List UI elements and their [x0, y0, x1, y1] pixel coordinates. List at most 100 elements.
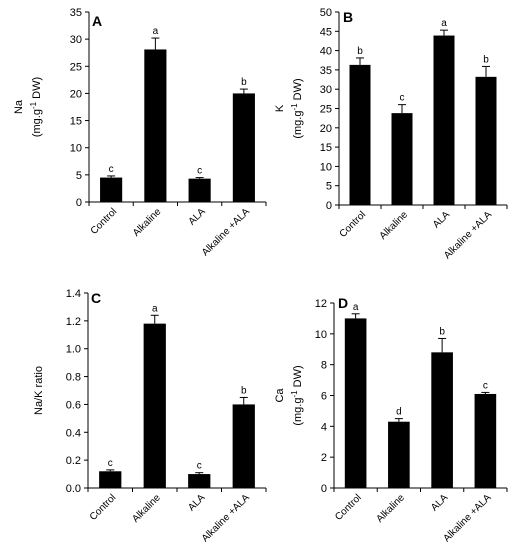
significance-letter: c	[400, 93, 405, 104]
chart-panel-c: 0.0 0.2 0.4 0.6 0.8 1.0 1.2 1.4 c Control a Alkalin…	[33, 288, 267, 544]
bar	[344, 318, 367, 488]
y-axis-unit-superscript: -1	[290, 390, 299, 398]
category-label: Alkaline	[130, 492, 163, 525]
significance-letter: b	[439, 326, 445, 337]
bar	[232, 404, 255, 488]
category-label: Alkaline	[378, 209, 411, 242]
y-axis-unit-end: DW)	[292, 365, 304, 390]
significance-letter: c	[197, 166, 202, 177]
bar	[349, 64, 371, 205]
y-tick-label: 8	[321, 360, 327, 372]
significance-letter: b	[483, 54, 489, 65]
bar	[100, 177, 123, 202]
bar	[388, 421, 410, 488]
y-tick-label: 25	[320, 104, 332, 116]
y-tick-label: 30	[320, 84, 332, 96]
y-tick-label: 0.8	[66, 372, 81, 384]
y-tick-label: 35	[70, 7, 82, 19]
y-tick-label: 5	[326, 181, 332, 193]
category-label: Control	[338, 209, 369, 240]
y-tick-label: 45	[320, 26, 332, 38]
y-tick-label: 30	[70, 34, 82, 46]
bar	[99, 471, 122, 488]
y-axis-label: Na	[13, 99, 25, 114]
bar	[188, 178, 211, 202]
y-tick-label: 1.0	[66, 344, 81, 356]
significance-letter: a	[353, 302, 359, 313]
bar	[188, 474, 211, 488]
y-tick-label: 15	[320, 142, 332, 154]
bar	[474, 393, 497, 488]
bar	[232, 93, 255, 202]
y-tick-label: 4	[321, 421, 327, 433]
category-label: Control	[88, 492, 119, 523]
bar	[391, 113, 413, 205]
panel-label: D	[338, 295, 348, 311]
y-tick-label: 0.6	[66, 399, 81, 411]
significance-letter: c	[108, 458, 113, 469]
category-label: Alkaline +ALA	[200, 492, 252, 544]
significance-letter: b	[241, 77, 247, 88]
y-axis-unit-superscript: -1	[290, 103, 299, 111]
bar	[144, 49, 167, 203]
significance-letter: b	[241, 385, 247, 396]
y-axis-unit-part: (mg.g	[292, 111, 304, 139]
significance-letter: c	[109, 164, 114, 175]
y-axis-label: Na/K ratio	[33, 366, 45, 415]
y-tick-label: 20	[70, 88, 82, 100]
y-axis-unit-label: (mg.g-1 DW)	[290, 365, 304, 425]
bar	[433, 35, 455, 205]
y-axis-unit-label: (mg.g-1 DW)	[29, 77, 43, 137]
y-tick-label: 0.2	[66, 455, 81, 467]
panel-label: A	[92, 13, 102, 29]
category-label: ALA	[186, 492, 207, 513]
y-tick-label: 5	[76, 170, 82, 182]
y-tick-label: 1.2	[66, 316, 81, 328]
chart-panel-a: 0 5 10 15 20 25 30 35 c Control a Alkaline c ALA b Alka…	[13, 7, 267, 258]
y-axis-unit-part: (mg.g	[292, 398, 304, 426]
bar	[431, 352, 453, 488]
significance-letter: d	[396, 407, 402, 418]
bar	[475, 76, 497, 206]
category-label: ALA	[187, 206, 208, 227]
y-tick-label: 6	[321, 391, 327, 403]
category-label: Control	[89, 206, 120, 237]
y-tick-label: 15	[70, 116, 82, 128]
y-tick-label: 50	[320, 7, 332, 19]
bar	[143, 323, 166, 488]
y-axis-unit-part: (mg.g	[31, 109, 43, 137]
y-axis-unit-end: DW)	[292, 78, 304, 103]
y-tick-label: 0.0	[66, 483, 81, 495]
y-tick-label: 10	[70, 143, 82, 155]
y-tick-label: 25	[70, 61, 82, 73]
category-label: Alkaline	[374, 492, 407, 525]
significance-letter: c	[197, 461, 202, 472]
panel-label: C	[91, 290, 101, 306]
category-label: Alkaline +ALA	[200, 206, 252, 258]
y-tick-label: 20	[320, 123, 332, 135]
y-tick-label: 0.4	[66, 427, 81, 439]
y-tick-label: 40	[320, 46, 332, 58]
significance-letter: a	[153, 26, 159, 37]
significance-letter: a	[441, 18, 447, 29]
category-label: ALA	[431, 209, 452, 230]
y-tick-label: 0	[326, 200, 332, 212]
y-axis-unit-label: (mg.g-1 DW)	[290, 78, 304, 138]
y-tick-label: 2	[321, 452, 327, 464]
category-label: Control	[333, 492, 364, 523]
y-axis-unit-end: DW)	[31, 77, 43, 102]
chart-panel-b: 0 5 10 15 20 25 30 35 40 45 50 b Control c Alkaline a AL…	[274, 7, 508, 261]
y-tick-label: 0	[321, 483, 327, 495]
y-tick-label: 35	[320, 65, 332, 77]
y-tick-label: 12	[315, 298, 327, 310]
significance-letter: c	[483, 380, 488, 391]
y-tick-label: 0	[76, 197, 82, 209]
y-tick-label: 1.4	[66, 288, 81, 300]
y-axis-label: Ca	[274, 388, 286, 403]
panel-label: B	[343, 9, 353, 25]
significance-letter: b	[357, 46, 363, 57]
category-label: ALA	[429, 492, 450, 513]
significance-letter: a	[152, 303, 158, 314]
